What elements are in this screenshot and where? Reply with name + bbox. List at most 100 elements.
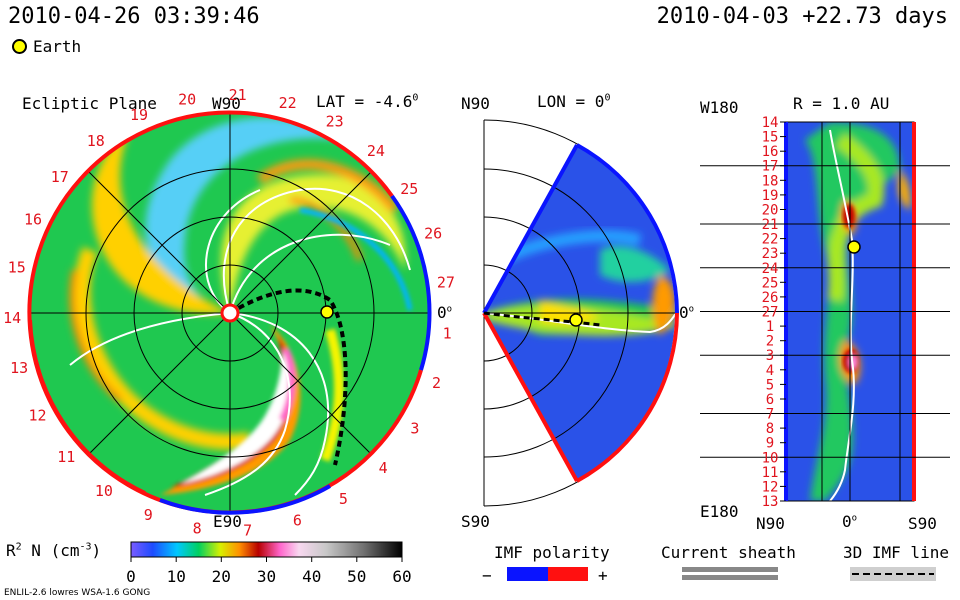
radial-x-label-0: 0o (842, 512, 858, 531)
imf-line-label: 3D IMF line (843, 543, 949, 562)
radial-y-label-22: 22 (762, 232, 779, 248)
carrington-label-17: 17 (51, 168, 69, 186)
ecliptic-right-label: 0o (437, 303, 453, 322)
radial-x-label-s90: S90 (908, 514, 937, 533)
carrington-label-25: 25 (400, 180, 418, 198)
radial-y-label-17: 17 (762, 159, 779, 175)
carrington-label-21: 21 (229, 86, 247, 104)
radial-bottom-left-label: E180 (700, 502, 739, 521)
imf-minus-label: − (482, 566, 492, 585)
carrington-label-9: 9 (144, 506, 153, 524)
radial-y-label-11: 11 (762, 465, 779, 481)
radial-y-label-24: 24 (762, 261, 779, 277)
radial-field-line (829, 129, 855, 501)
carrington-label-23: 23 (326, 113, 344, 131)
meridional-edge-positive (482, 312, 579, 482)
carrington-label-24: 24 (367, 142, 385, 160)
carrington-label-1: 1 (443, 324, 452, 342)
radial-y-label-15: 15 (762, 130, 779, 146)
lat-label: LAT = -4.60 (316, 92, 419, 111)
colorbar-tick-label-40: 40 (302, 567, 321, 586)
ecliptic-title: Ecliptic Plane (22, 94, 157, 113)
radial-y-label-18: 18 (762, 173, 779, 189)
colorbar-tick-label-30: 30 (257, 567, 276, 586)
radial-y-label-14: 14 (762, 115, 779, 131)
colorbar-tick-label-20: 20 (212, 567, 231, 586)
carrington-label-10: 10 (95, 482, 113, 500)
radial-y-label-20: 20 (762, 203, 779, 219)
radial-y-label-7: 7 (766, 407, 774, 423)
radial-panel: 1415161718192021222324252627123456789101… (700, 115, 950, 510)
colorbar-label: R2 N (cm-3) (6, 541, 102, 560)
meridional-imf-line (483, 311, 601, 327)
earth-legend-label: Earth (33, 37, 82, 56)
carrington-label-22: 22 (279, 94, 297, 112)
current-sheath-swatch-upper (682, 567, 778, 572)
radial-y-label-9: 9 (766, 436, 774, 452)
imf-polarity-label: IMF polarity (494, 543, 610, 562)
radial-y-label-21: 21 (762, 217, 779, 233)
radial-y-label-3: 3 (766, 348, 774, 364)
carrington-label-3: 3 (410, 420, 419, 438)
earth-marker-icon (12, 39, 27, 54)
colorbar-tick-label-0: 0 (126, 567, 136, 586)
meridional-right-label: 0o (679, 303, 695, 322)
imf-plus-label: + (598, 566, 608, 585)
radial-y-label-13: 13 (762, 494, 779, 510)
earth-radial-marker-icon (847, 240, 861, 254)
radial-y-label-5: 5 (766, 377, 774, 393)
radial-y-label-23: 23 (762, 246, 779, 262)
earth-ecliptic-marker-icon (320, 305, 334, 319)
meridional-arc-positive (576, 312, 679, 483)
radial-top-left-label: W180 (700, 98, 739, 117)
meridional-bottom-label: S90 (461, 512, 490, 531)
earth-meridional-marker-icon (569, 313, 583, 327)
radial-y-label-12: 12 (762, 479, 779, 495)
colorbar-gradient (130, 541, 403, 558)
carrington-label-18: 18 (87, 132, 105, 150)
carrington-label-20: 20 (178, 90, 196, 108)
radial-y-label-10: 10 (762, 450, 779, 466)
carrington-label-5: 5 (339, 490, 348, 508)
run-info-label: 2010-04-03 +22.73 days (656, 4, 948, 29)
colorbar-tick-label-10: 10 (167, 567, 186, 586)
radial-y-label-25: 25 (762, 275, 779, 291)
carrington-label-27: 27 (437, 274, 455, 292)
colorbar-tick-label-50: 50 (347, 567, 366, 586)
carrington-label-16: 16 (24, 211, 42, 229)
current-sheath-swatch-lower (682, 575, 778, 580)
model-footer: ENLIL-2.6 lowres WSA-1.6 GONG (4, 588, 151, 598)
ecliptic-imf-line (228, 288, 348, 466)
ecliptic-top-label: W90 (212, 94, 241, 113)
carrington-label-13: 13 (10, 359, 28, 377)
sun-marker-icon (220, 303, 240, 323)
colorbar: 0 10 20 30 40 50 60 (126, 541, 412, 586)
radial-title: R = 1.0 AU (793, 94, 890, 113)
radial-grid (700, 121, 950, 502)
earth-legend: Earth (12, 37, 81, 56)
colorbar-ticks: 0 10 20 30 40 50 60 (126, 557, 412, 586)
carrington-label-26: 26 (424, 225, 442, 243)
colorbar-tick-label-60: 60 (392, 567, 411, 586)
radial-y-label-6: 6 (766, 392, 774, 408)
lon-label: LON = 00 (537, 92, 611, 111)
radial-y-label-8: 8 (766, 421, 774, 437)
meridional-plane-panel (482, 119, 679, 507)
radial-y-label-27: 27 (762, 305, 779, 321)
carrington-label-15: 15 (8, 259, 26, 277)
carrington-label-7: 7 (243, 521, 252, 539)
carrington-label-6: 6 (293, 511, 302, 529)
ecliptic-boundary-positive-left (28, 319, 146, 495)
carrington-label-11: 11 (57, 448, 75, 466)
radial-x-label-n90: N90 (756, 514, 785, 533)
radial-y-label-4: 4 (766, 363, 774, 379)
datetime-label: 2010-04-26 03:39:46 (8, 4, 260, 29)
carrington-label-19: 19 (130, 106, 148, 124)
ecliptic-bottom-label: E90 (213, 512, 242, 531)
ecliptic-boundary-negative-bottom (159, 484, 331, 515)
imf-line-swatch-bg (850, 567, 936, 581)
imf-negative-swatch (507, 567, 548, 581)
